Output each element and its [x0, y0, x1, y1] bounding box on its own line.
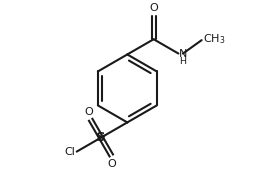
Text: O: O — [84, 107, 93, 117]
Text: S: S — [96, 131, 106, 144]
Text: O: O — [108, 159, 116, 169]
Text: CH$_3$: CH$_3$ — [203, 32, 225, 46]
Text: N: N — [179, 49, 188, 58]
Text: O: O — [149, 3, 158, 13]
Text: H: H — [179, 57, 186, 66]
Text: Cl: Cl — [65, 147, 76, 157]
